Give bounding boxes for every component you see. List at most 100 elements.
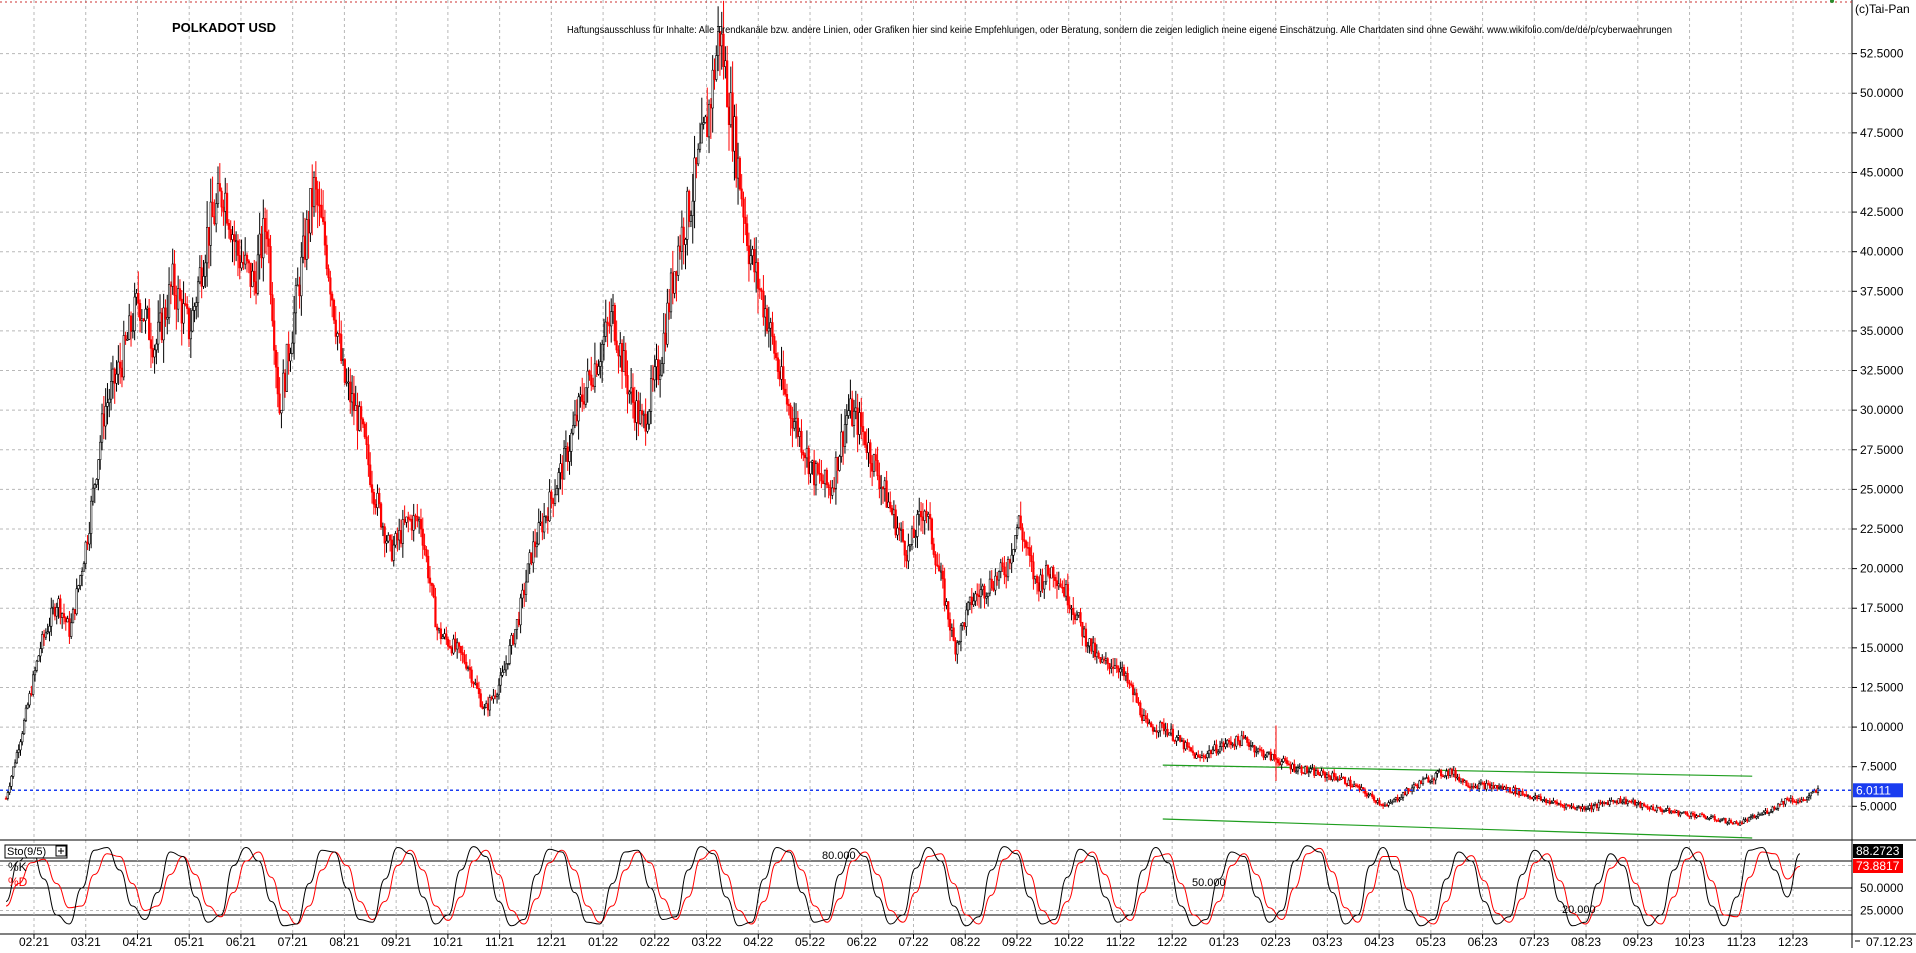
candle-body	[466, 667, 470, 669]
candle-body	[941, 570, 944, 580]
candle-body	[1532, 796, 1535, 800]
candle-body	[1545, 799, 1548, 803]
candle-body	[660, 363, 664, 376]
candle-body	[1295, 770, 1298, 773]
candle-body	[454, 638, 457, 650]
candle-body	[867, 442, 870, 453]
stochastic-series	[5, 845, 1801, 927]
candle-body	[771, 322, 774, 337]
candle-body	[1626, 800, 1629, 804]
candle-body	[860, 412, 863, 427]
candle-body	[1563, 804, 1566, 809]
candle-body	[1588, 805, 1591, 809]
candle-body	[358, 406, 361, 431]
price-tick-label: 32.5000	[1860, 364, 1904, 378]
candle-body	[334, 319, 337, 337]
candle-body	[682, 226, 685, 245]
candle-body	[131, 330, 134, 333]
candle-body	[789, 405, 792, 419]
candle-body	[1490, 785, 1493, 789]
candle-body	[889, 501, 892, 509]
candle-body	[970, 596, 973, 606]
candle-body	[1238, 740, 1242, 746]
candle-body	[981, 585, 984, 591]
candle-body	[1115, 665, 1118, 669]
candle-body	[659, 374, 662, 380]
candle-body	[227, 222, 230, 230]
candle-body	[572, 425, 575, 434]
candle-body	[1327, 774, 1330, 777]
candle-body	[463, 654, 466, 663]
candle-body	[1068, 604, 1071, 609]
candle-body	[1623, 798, 1626, 803]
candle-body	[1113, 665, 1117, 669]
candle-body	[439, 628, 442, 639]
candle-body	[729, 92, 732, 126]
candle-body	[298, 284, 301, 297]
candle-body	[122, 335, 125, 378]
candle-body	[515, 619, 519, 630]
candle-body	[854, 407, 857, 412]
candle-body	[383, 526, 386, 544]
candle-body	[1247, 742, 1251, 747]
candle-body	[1023, 539, 1026, 542]
candle-body	[713, 69, 716, 80]
candle-body	[1604, 802, 1608, 804]
candle-body	[528, 552, 531, 565]
candle-body	[1235, 736, 1238, 747]
legend-k: %K	[8, 860, 27, 874]
candle-body	[1298, 766, 1301, 769]
candle-body	[1228, 740, 1231, 743]
candle-body	[432, 585, 435, 598]
candle-body	[950, 627, 953, 631]
candle-body	[499, 674, 502, 686]
candle-body	[1255, 750, 1258, 753]
candle-body	[1767, 812, 1771, 814]
candle-body	[1447, 770, 1450, 776]
candle-body	[782, 366, 785, 390]
candle-body	[794, 417, 798, 423]
candle-body	[653, 366, 656, 381]
candle-body	[349, 381, 352, 403]
candle-body	[1603, 802, 1606, 804]
candle-body	[1124, 673, 1127, 677]
oscillator-value-tags: 88.2723 73.8817	[1853, 844, 1903, 873]
candle-body	[73, 609, 76, 615]
candle-body	[209, 201, 212, 246]
candle-body	[1429, 780, 1432, 783]
candle-body	[1059, 583, 1062, 588]
candle-body	[1006, 559, 1010, 578]
candle-body	[372, 491, 375, 505]
candle-body	[265, 231, 269, 240]
candle-body	[1497, 787, 1501, 789]
candle-body	[177, 288, 180, 310]
candle-body	[1141, 714, 1144, 721]
candle-body	[1101, 658, 1104, 663]
candle-body	[501, 671, 504, 676]
candle-body	[1624, 798, 1628, 804]
candle-body	[1072, 607, 1075, 616]
candle-body	[218, 183, 221, 192]
candle-body	[108, 398, 111, 404]
candle-body	[773, 336, 776, 354]
candle-body	[1403, 792, 1406, 796]
candle-body	[1586, 808, 1589, 810]
candle-body	[1572, 805, 1575, 809]
candle-body	[546, 516, 549, 522]
candle-body	[258, 233, 261, 256]
candle-body	[1028, 547, 1031, 556]
candle-body	[715, 55, 718, 80]
candle-body	[963, 622, 966, 627]
candle-body	[1470, 786, 1474, 789]
candle-body	[363, 423, 366, 438]
x-tick-label: 09.21	[381, 935, 411, 948]
candle-body	[557, 472, 560, 489]
candle-body	[187, 308, 191, 340]
candle-body	[146, 307, 149, 310]
candle-body	[1276, 759, 1280, 764]
candle-body	[1811, 791, 1814, 794]
candle-body	[1503, 786, 1506, 790]
price-tick-label: 10.0000	[1860, 720, 1904, 734]
candle-body	[1284, 758, 1287, 761]
